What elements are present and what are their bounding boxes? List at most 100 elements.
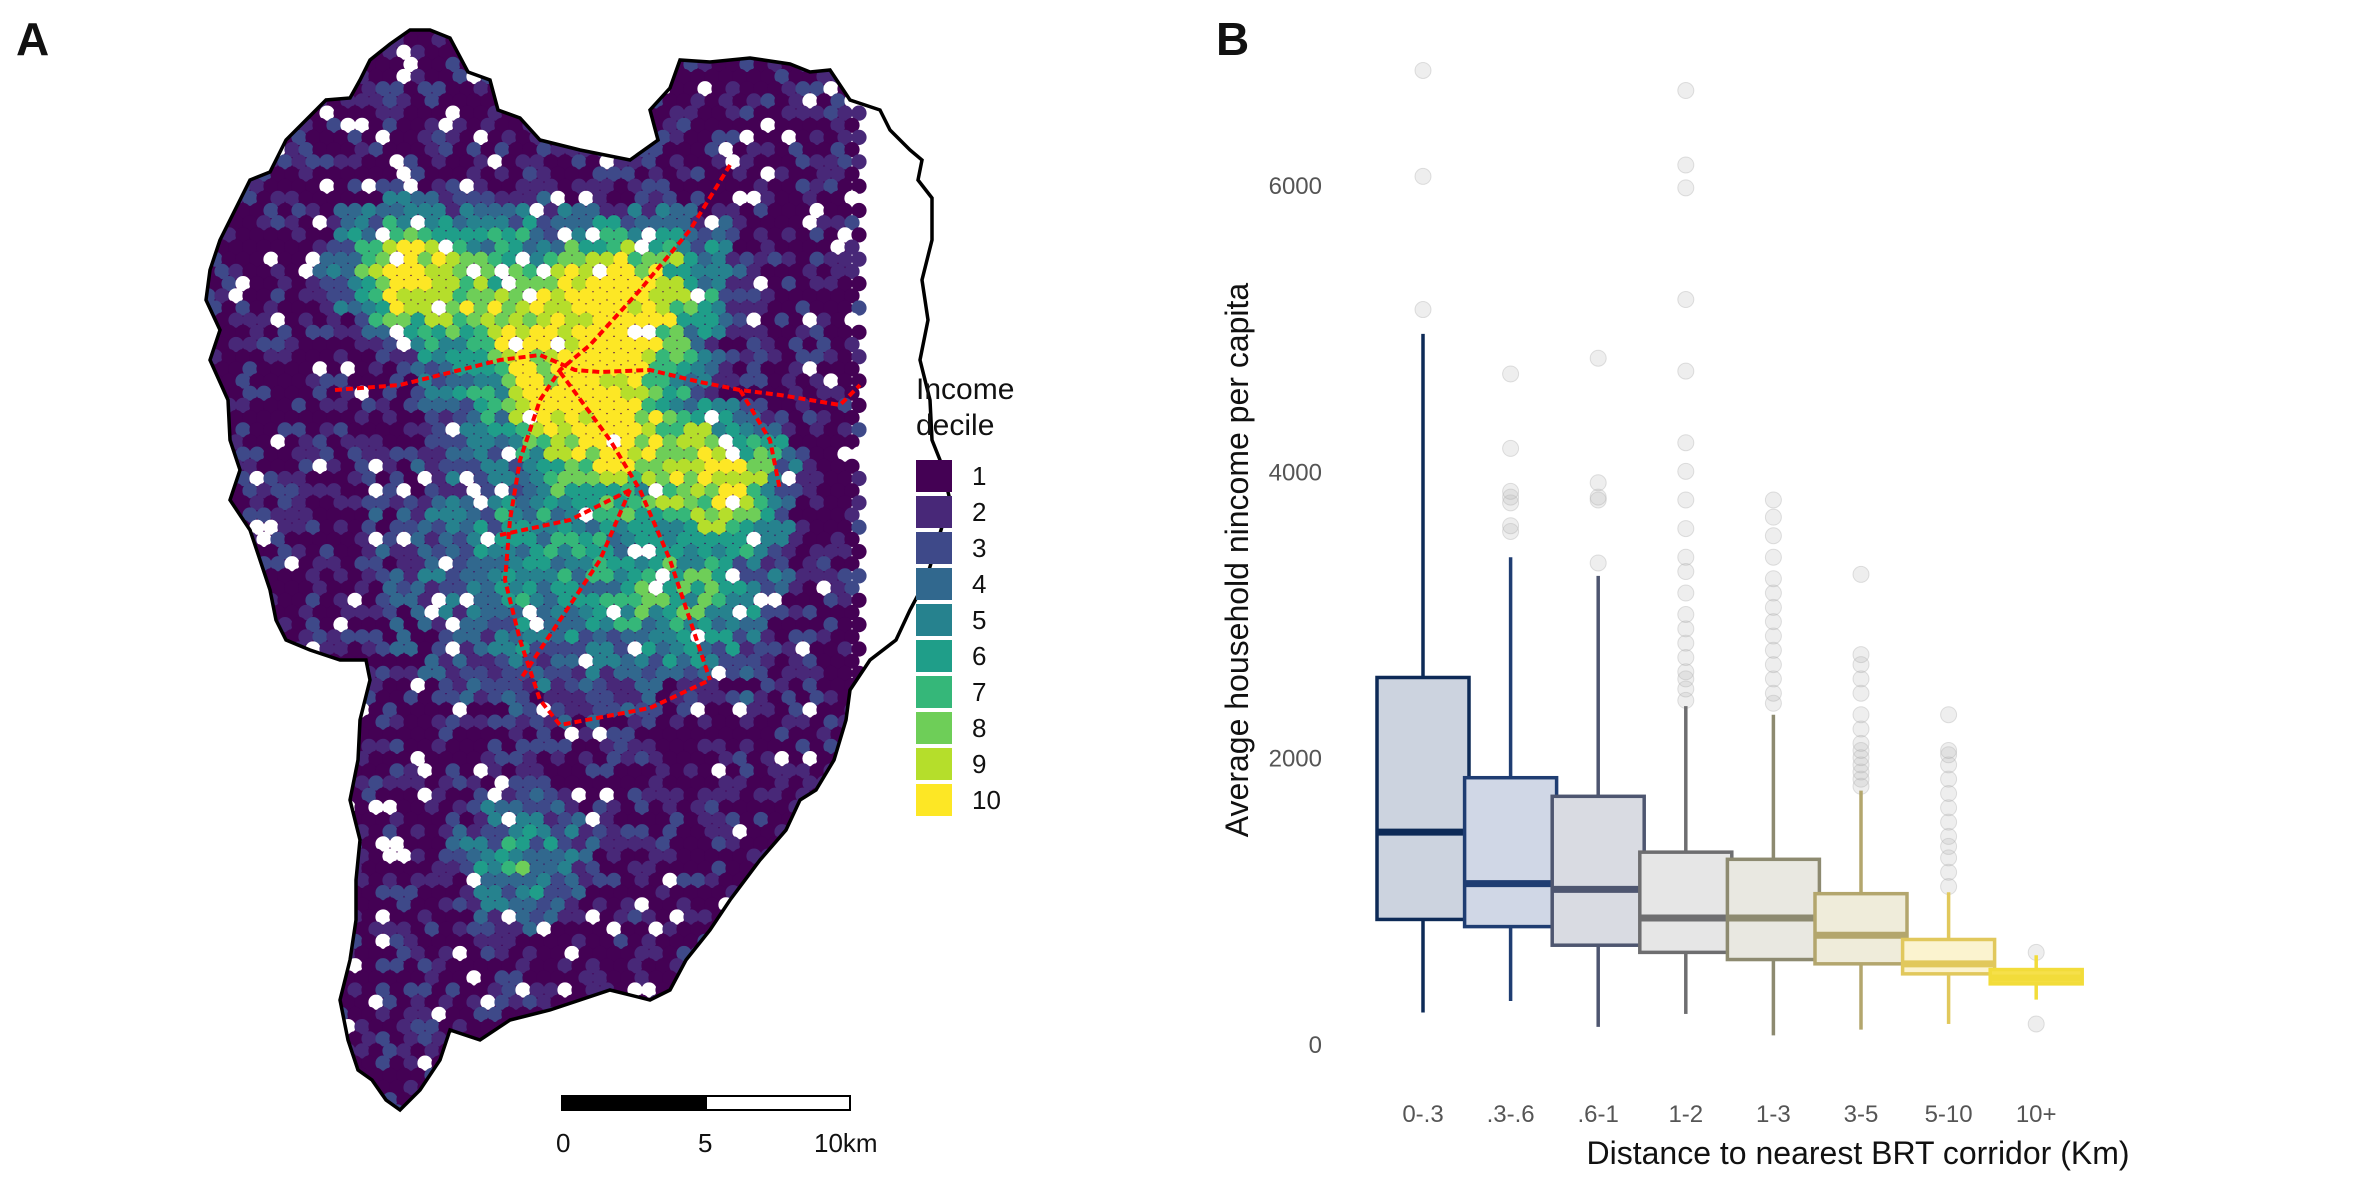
x-axis-label: Distance to nearest BRT corridor (Km) <box>1587 1135 2130 1171</box>
outlier-point <box>1677 82 1695 100</box>
outlier-point <box>1589 554 1607 572</box>
outlier-point <box>1852 734 1870 752</box>
legend-label: 3 <box>972 532 987 563</box>
brt-corridor-line <box>499 488 631 537</box>
scale-label-0: 0 <box>556 1128 571 1158</box>
outlier-point <box>1502 517 1520 535</box>
brt-corridor-line <box>518 489 632 682</box>
outlier-point <box>1764 684 1782 702</box>
outlier-point <box>1414 301 1432 319</box>
legend-item: 5 <box>916 602 1056 638</box>
outlier-point <box>2027 1015 2045 1033</box>
outlier-point <box>1677 584 1695 602</box>
outlier-point <box>1852 770 1870 788</box>
outlier-point <box>1502 488 1520 506</box>
legend-item: 2 <box>916 494 1056 530</box>
legend-item: 9 <box>916 746 1056 782</box>
legend-swatch <box>916 676 952 708</box>
scale-label-5: 5 <box>698 1128 713 1158</box>
outlier-point <box>1414 167 1432 185</box>
outlier-point <box>1502 365 1520 383</box>
legend-swatch <box>916 640 952 672</box>
legend-title-line1: Income <box>916 373 1015 406</box>
outlier-point <box>1940 706 1958 724</box>
y-tick-label: 6000 <box>1269 173 1322 200</box>
outlier-point <box>1677 362 1695 380</box>
legend-item: 7 <box>916 674 1056 710</box>
panel-a-letter: A <box>16 13 50 65</box>
outlier-point <box>1940 784 1958 802</box>
outlier-point <box>1589 474 1607 492</box>
y-tick-label: 4000 <box>1269 459 1322 486</box>
outlier-point <box>1764 527 1782 545</box>
outlier-point <box>1852 684 1870 702</box>
outlier-point <box>1764 548 1782 566</box>
brt-corridor-line <box>558 370 712 681</box>
outlier-point <box>1852 720 1870 738</box>
outlier-point <box>1940 799 1958 817</box>
outlier-point <box>1502 482 1520 500</box>
legend-item: 10 <box>916 782 1056 818</box>
legend-label: 9 <box>972 748 987 779</box>
x-tick-label: .6-1 <box>1578 1101 1619 1128</box>
y-tick-label: 0 <box>1309 1032 1322 1059</box>
x-tick-label: 5-10 <box>1925 1101 1973 1128</box>
legend-label: 4 <box>972 568 987 599</box>
outlier-point <box>1589 491 1607 509</box>
x-tick-label: 1-2 <box>1668 1101 1703 1128</box>
legend-swatch <box>916 460 952 492</box>
box-body <box>1813 891 1909 966</box>
outlier-point <box>1677 520 1695 538</box>
x-tick-label: 10+ <box>2016 1101 2057 1128</box>
outlier-point <box>1940 878 1958 896</box>
outlier-point <box>1677 434 1695 452</box>
x-tick-label: 1-3 <box>1756 1101 1791 1128</box>
box-body <box>1725 857 1822 962</box>
legend-label: 8 <box>972 712 987 743</box>
outlier-point <box>1764 627 1782 645</box>
outlier-point <box>1589 349 1607 367</box>
outlier-point <box>1940 849 1958 867</box>
legend-swatch <box>916 748 952 780</box>
outlier-point <box>1852 565 1870 583</box>
legend-label: 7 <box>972 676 987 707</box>
outlier-point <box>1677 179 1695 197</box>
outlier-point <box>1852 756 1870 774</box>
outlier-point <box>1940 837 1958 855</box>
panel-b-letter: B <box>1216 13 1250 65</box>
outlier-point <box>1940 813 1958 831</box>
brt-corridor-line <box>334 352 862 408</box>
x-tick-label: .3-.6 <box>1487 1101 1535 1128</box>
outlier-point <box>1677 670 1695 688</box>
outlier-point <box>1677 680 1695 698</box>
x-tick-label: 0-.3 <box>1402 1101 1443 1128</box>
legend-swatch <box>916 604 952 636</box>
outlier-point <box>1764 641 1782 659</box>
outlier-point <box>1852 656 1870 674</box>
box-1 <box>1462 365 1559 1002</box>
outlier-point <box>1852 742 1870 760</box>
outlier-point <box>1677 291 1695 309</box>
outlier-point <box>1764 694 1782 712</box>
legend-swatch <box>916 496 952 528</box>
outlier-point <box>1764 508 1782 526</box>
outlier-point <box>1677 648 1695 666</box>
legend-item: 3 <box>916 530 1056 566</box>
outlier-point <box>1677 462 1695 480</box>
box-7 <box>1988 943 2084 1033</box>
legend-label: 10 <box>972 784 1001 815</box>
outlier-point <box>1502 494 1520 512</box>
legend-swatch <box>916 532 952 564</box>
legend-swatch <box>916 568 952 600</box>
box-3 <box>1638 82 1734 1014</box>
legend-item: 4 <box>916 566 1056 602</box>
legend-item: 8 <box>916 710 1056 746</box>
outlier-point <box>1940 742 1958 760</box>
box-6 <box>1900 706 1997 1024</box>
income-legend: Income decile 1 2 3 4 5 6 7 8 9 10 <box>916 372 1056 818</box>
outlier-point <box>1940 863 1958 881</box>
outlier-point <box>1764 598 1782 616</box>
outlier-point <box>1677 663 1695 681</box>
legend-swatch <box>916 784 952 816</box>
